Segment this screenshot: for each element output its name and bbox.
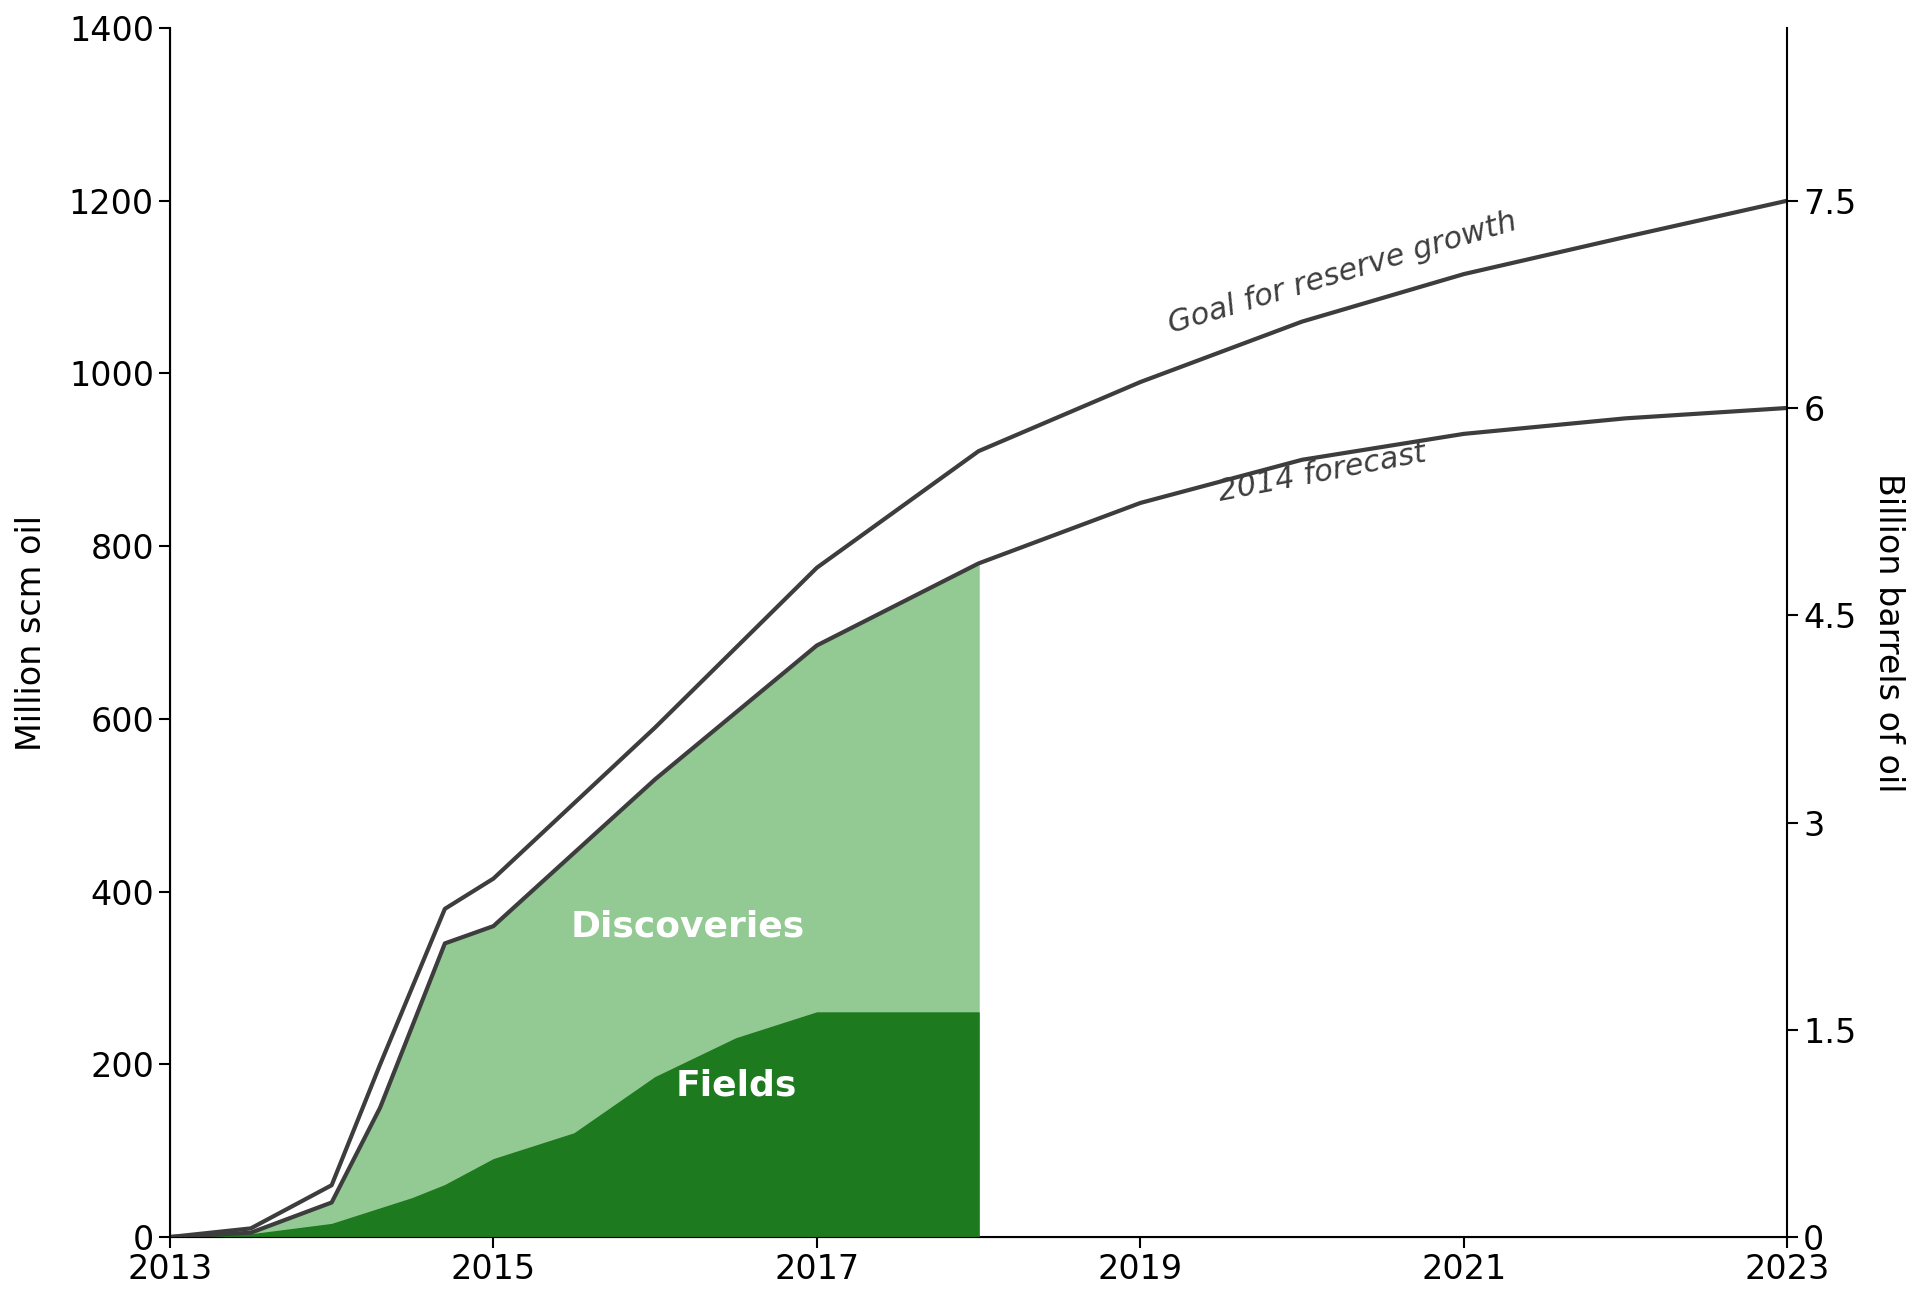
Text: Discoveries: Discoveries [570,909,804,943]
Y-axis label: Million scm oil: Million scm oil [15,514,48,751]
Text: 2014 forecast: 2014 forecast [1215,438,1428,507]
Y-axis label: Billion barrels of oil: Billion barrels of oil [1872,472,1905,792]
Text: Fields: Fields [676,1069,797,1103]
Text: Goal for reserve growth: Goal for reserve growth [1164,207,1521,338]
